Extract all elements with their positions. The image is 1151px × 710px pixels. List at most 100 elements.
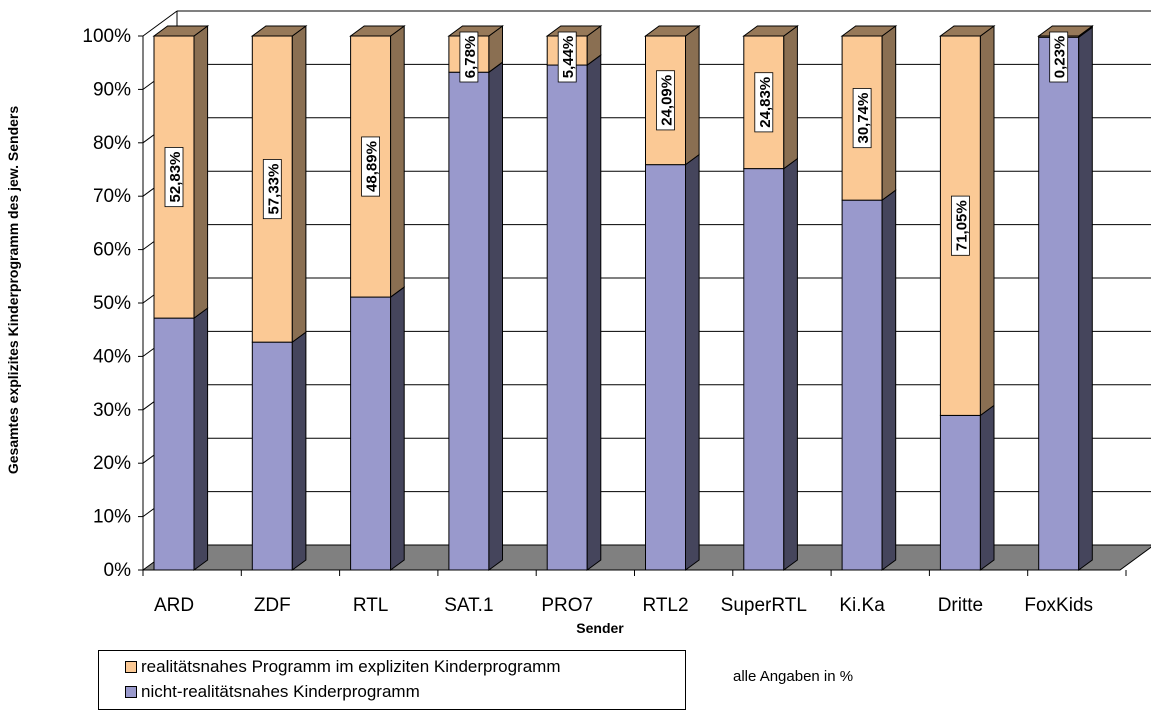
x-tick-label-rtl: RTL xyxy=(353,595,389,616)
bar-side xyxy=(193,307,209,571)
y-tick-label: 90% xyxy=(93,79,131,100)
note-text: alle Angaben in % xyxy=(733,668,854,685)
y-tick-label: 100% xyxy=(82,26,131,47)
data-label-text: 0,23% xyxy=(1052,36,1069,79)
bar-rtl2-nicht-realitaetsnah xyxy=(645,153,700,571)
data-label-text: 57,33% xyxy=(265,164,282,215)
bar-sat-1-nicht-realitaetsnah xyxy=(448,61,503,571)
legend-item-nicht-realitaetsnah: nicht-realitätsnahes Kinderprogramm xyxy=(125,682,420,702)
bar-zdf-realitaetsnah xyxy=(251,25,307,344)
bar-top-ki-ka xyxy=(840,25,898,37)
bar-front xyxy=(350,296,392,571)
bar-front xyxy=(448,71,490,571)
data-label-box xyxy=(262,159,282,220)
data-label-sat-1: 6,78% xyxy=(459,31,479,83)
bar-top-ard xyxy=(152,25,210,37)
x-tick-label-foxkids: FoxKids xyxy=(1024,595,1093,616)
bar-top-rtl2 xyxy=(643,25,701,37)
bar-side xyxy=(979,25,995,417)
data-label-text: 71,05% xyxy=(953,200,970,251)
bar-side xyxy=(783,25,798,170)
bar-ki-ka-realitaetsnah xyxy=(841,25,897,202)
bar-side xyxy=(291,25,307,344)
x-tick-label-ki-ka: Ki.Ka xyxy=(839,595,885,616)
bar-top-superrtl xyxy=(742,25,799,37)
data-label-text: 24,83% xyxy=(757,77,774,128)
y-tick-label: 30% xyxy=(93,400,131,421)
y-axis-title: Gesamtes explizites Kinderprogramm des j… xyxy=(5,105,21,475)
bar-ard-nicht-realitaetsnah xyxy=(153,307,209,571)
bar-side xyxy=(881,25,897,202)
legend-swatch-nicht-realitaetsnah xyxy=(125,685,137,698)
bar-front xyxy=(153,317,195,571)
y-tick-label: 60% xyxy=(93,240,131,261)
data-label-ki-ka: 30,74% xyxy=(852,88,872,149)
bar-pro7-nicht-realitaetsnah xyxy=(546,54,602,571)
tick-labels: 0% 10% 20% 30% 40% 50% 60% 70% 80% 90% 100% ARD ZDF R… xyxy=(82,26,1093,616)
bar-front xyxy=(841,199,883,571)
data-label-superrtl: 24,83% xyxy=(754,72,774,133)
bar-side xyxy=(488,61,503,571)
bar-front xyxy=(939,414,981,571)
legend-item-realitaetsnah: realitätsnahes Programm im expliziten Ki… xyxy=(125,657,561,677)
x-tick-label-pro7: PRO7 xyxy=(541,595,593,616)
y-tick-label: 50% xyxy=(93,293,131,314)
legend: realitätsnahes Programm im expliziten Ki… xyxy=(98,650,686,710)
x-axis-title: Sender xyxy=(576,620,624,636)
data-label-text: 52,83% xyxy=(167,152,184,203)
bar-front xyxy=(546,64,588,571)
data-label-box xyxy=(459,31,479,83)
data-label-box xyxy=(164,147,184,208)
bar-top-dritte xyxy=(938,25,996,37)
y-tick-label: 70% xyxy=(93,186,131,207)
bar-ki-ka-nicht-realitaetsnah xyxy=(841,189,897,571)
data-label-text: 5,44% xyxy=(560,36,577,79)
data-label-text: 30,74% xyxy=(855,93,872,144)
data-label-ard: 52,83% xyxy=(164,147,184,208)
bar-front xyxy=(153,35,195,319)
bar-side xyxy=(193,25,209,320)
y-tick-label: 0% xyxy=(104,560,132,581)
data-label-text: 48,89% xyxy=(364,141,381,192)
data-label-box xyxy=(852,88,872,149)
bar-front xyxy=(251,341,293,571)
data-label-pro7: 5,44% xyxy=(557,31,577,83)
bar-dritte-realitaetsnah xyxy=(939,25,995,417)
data-label-zdf: 57,33% xyxy=(262,159,282,220)
data-label-rtl: 48,89% xyxy=(361,136,381,197)
data-label-text: 6,78% xyxy=(462,36,479,79)
data-label-rtl2: 24,09% xyxy=(656,70,676,131)
data-label-box xyxy=(1049,31,1069,83)
bar-side xyxy=(979,404,995,571)
legend-label-nicht-realitaetsnah: nicht-realitätsnahes Kinderprogramm xyxy=(141,682,420,701)
x-tick-label-sat-1: SAT.1 xyxy=(444,595,493,616)
bar-side xyxy=(685,25,700,166)
data-label-box xyxy=(361,136,381,197)
x-tick-label-zdf: ZDF xyxy=(254,595,291,616)
data-label-text: 24,09% xyxy=(659,75,676,126)
data-label-box xyxy=(754,72,774,133)
bars xyxy=(152,25,1094,571)
bar-side xyxy=(586,54,602,571)
x-tick-label-rtl2: RTL2 xyxy=(642,595,688,616)
data-label-box xyxy=(656,70,675,131)
legend-label-realitaetsnah: realitätsnahes Programm im expliziten Ki… xyxy=(141,657,561,676)
bar-dritte-nicht-realitaetsnah xyxy=(939,404,995,571)
bar-zdf-nicht-realitaetsnah xyxy=(251,331,307,571)
bar-side xyxy=(881,189,897,571)
y-tick-label: 40% xyxy=(93,346,131,367)
data-label-foxkids: 0,23% xyxy=(1049,31,1069,83)
bar-front xyxy=(743,168,785,571)
bar-foxkids-nicht-realitaetsnah xyxy=(1038,26,1093,571)
data-label-box xyxy=(951,195,970,256)
bar-side xyxy=(390,25,405,299)
legend-swatch-realitaetsnah xyxy=(125,660,137,673)
data-label-dritte: 71,05% xyxy=(951,195,970,256)
x-tick-label-dritte: Dritte xyxy=(938,595,983,616)
bar-side xyxy=(783,157,798,571)
data-label-box xyxy=(557,31,577,83)
bar-rtl-nicht-realitaetsnah xyxy=(350,286,405,571)
bar-side xyxy=(685,153,700,571)
bar-front xyxy=(1038,36,1080,571)
